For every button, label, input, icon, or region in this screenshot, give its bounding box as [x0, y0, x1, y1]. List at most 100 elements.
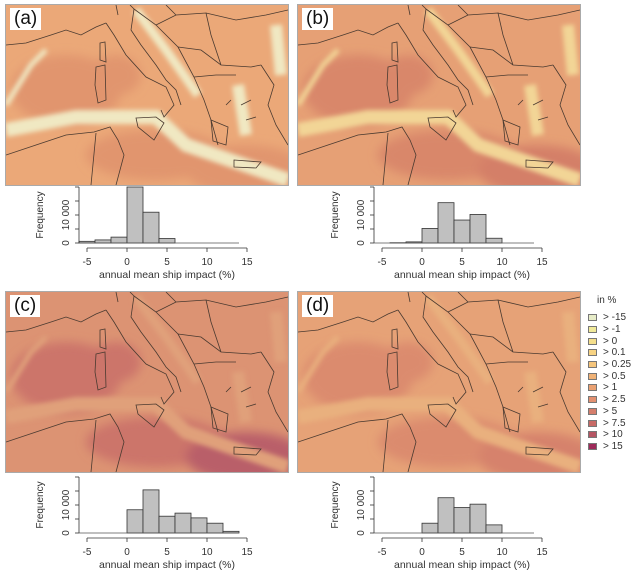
panel-label: (d) — [302, 295, 334, 317]
legend-swatch — [588, 314, 597, 322]
legend-item: > 2.5 — [585, 394, 639, 406]
x-tick-label: -5 — [83, 547, 92, 558]
panel-label: (c) — [10, 295, 41, 317]
legend-item: > -15 — [585, 312, 639, 324]
y-tick-label: 0 — [356, 530, 367, 536]
legend-swatch — [588, 326, 597, 334]
legend-item: > 0.25 — [585, 359, 639, 371]
x-tick-label: 0 — [124, 547, 130, 558]
x-tick-label: 0 — [419, 257, 425, 268]
legend-swatch — [588, 384, 597, 392]
y-tick-label: 10 000 — [61, 489, 72, 520]
histogram-bar — [437, 202, 455, 244]
legend-label: > 10 — [603, 429, 623, 441]
legend-item: > 0 — [585, 335, 639, 347]
legend-swatch — [588, 419, 597, 427]
y-axis-label: Frequency — [330, 191, 341, 238]
legend-item: > 15 — [585, 441, 639, 453]
x-tick-label: 5 — [459, 547, 465, 558]
legend-item: > 7.5 — [585, 417, 639, 429]
x-tick-label: 10 — [496, 547, 508, 558]
x-tick-label: 15 — [241, 257, 253, 268]
legend-title: in % — [597, 295, 617, 306]
x-tick-label: 5 — [164, 547, 170, 558]
x-tick-label: 0 — [124, 257, 130, 268]
y-axis-label: Frequency — [330, 481, 341, 528]
histogram-bar — [110, 236, 128, 244]
histogram-bar — [142, 211, 160, 244]
histogram-c: -5 0 5 10 15 0 10 000 Frequency annual mean ship… — [35, 476, 253, 570]
histogram-bar — [485, 524, 503, 534]
x-axis-label: annual mean ship impact (%) — [394, 269, 530, 280]
histogram-bar — [94, 239, 112, 244]
y-tick-label: 0 — [61, 530, 72, 536]
y-tick-label: 0 — [356, 240, 367, 246]
histogram-bar — [158, 515, 176, 534]
x-tick-label: 10 — [201, 257, 213, 268]
y-axis-label: Frequency — [35, 481, 46, 528]
x-tick-label: -5 — [83, 257, 92, 268]
x-tick-label: -5 — [378, 547, 387, 558]
histogram-bar — [469, 214, 487, 244]
histogram-bar — [485, 237, 503, 244]
histogram-bar — [469, 503, 487, 534]
legend-swatch — [588, 361, 597, 369]
map-panel-b: (b) — [297, 4, 581, 186]
histogram-bar — [421, 228, 439, 244]
legend-label: > 7.5 — [603, 417, 626, 429]
y-tick-label: 10 000 — [61, 199, 72, 230]
y-tick-label: 10 000 — [356, 199, 367, 230]
histogram-bar — [421, 522, 439, 534]
histogram-bar — [453, 507, 471, 534]
x-tick-label: 15 — [536, 547, 548, 558]
legend-swatch — [588, 431, 597, 439]
legend-label: > 0 — [603, 335, 618, 347]
x-tick-label: 5 — [459, 257, 465, 268]
histogram-bar — [453, 219, 471, 244]
x-tick-label: -5 — [378, 257, 387, 268]
x-tick-label: 0 — [419, 547, 425, 558]
legend-item: > 10 — [585, 429, 639, 441]
histogram-a: -5 0 5 10 15 0 10 000 Frequency annual mean ship… — [35, 186, 253, 280]
histogram-bar — [126, 509, 144, 534]
legend-label: > 0.5 — [603, 370, 626, 382]
legend-label: > 0.1 — [603, 347, 626, 359]
legend-label: > 1 — [603, 382, 618, 394]
histogram-bar — [158, 238, 176, 244]
legend-item: > 0.5 — [585, 370, 639, 382]
x-tick-label: 15 — [241, 547, 253, 558]
x-axis-label: annual mean ship impact (%) — [99, 269, 235, 280]
legend-item: > -1 — [585, 324, 639, 336]
legend-label: > 0.25 — [603, 359, 632, 371]
histogram-b: -5 0 5 10 15 0 10 000 Frequency annual mean ship… — [330, 186, 548, 280]
legend-label: > -1 — [603, 324, 621, 336]
histogram-bar — [142, 489, 160, 534]
legend-swatch — [588, 407, 597, 415]
legend: in % > -15 > -1 > 0 > 0.1 > 0.25 > 0.5 > 1 > 2.5… — [585, 295, 639, 452]
histogram-bar — [174, 512, 192, 534]
y-tick-label: 10 000 — [356, 489, 367, 520]
histogram-d: -5 0 5 10 15 0 10 000 Frequency annual mean ship… — [330, 476, 548, 570]
legend-label: > -15 — [603, 312, 627, 324]
x-tick-label: 10 — [201, 547, 213, 558]
x-tick-label: 10 — [496, 257, 508, 268]
x-axis-label: annual mean ship impact (%) — [99, 559, 235, 570]
y-axis-label: Frequency — [35, 191, 46, 238]
map-panel-d: (d) — [297, 291, 581, 473]
x-tick-label: 5 — [164, 257, 170, 268]
legend-label: > 2.5 — [603, 394, 626, 406]
legend-item: > 0.1 — [585, 347, 639, 359]
legend-label: > 5 — [603, 405, 618, 417]
legend-swatch — [588, 442, 597, 450]
map-panel-a: (a) — [5, 4, 289, 186]
legend-swatch — [588, 396, 597, 404]
x-tick-label: 15 — [536, 257, 548, 268]
histogram-bar — [206, 522, 224, 534]
y-tick-label: 0 — [61, 240, 72, 246]
panel-label: (b) — [302, 8, 334, 30]
legend-swatch — [588, 372, 597, 380]
x-axis-label: annual mean ship impact (%) — [394, 559, 530, 570]
legend-item: > 5 — [585, 406, 639, 418]
histogram-bar — [437, 497, 455, 534]
